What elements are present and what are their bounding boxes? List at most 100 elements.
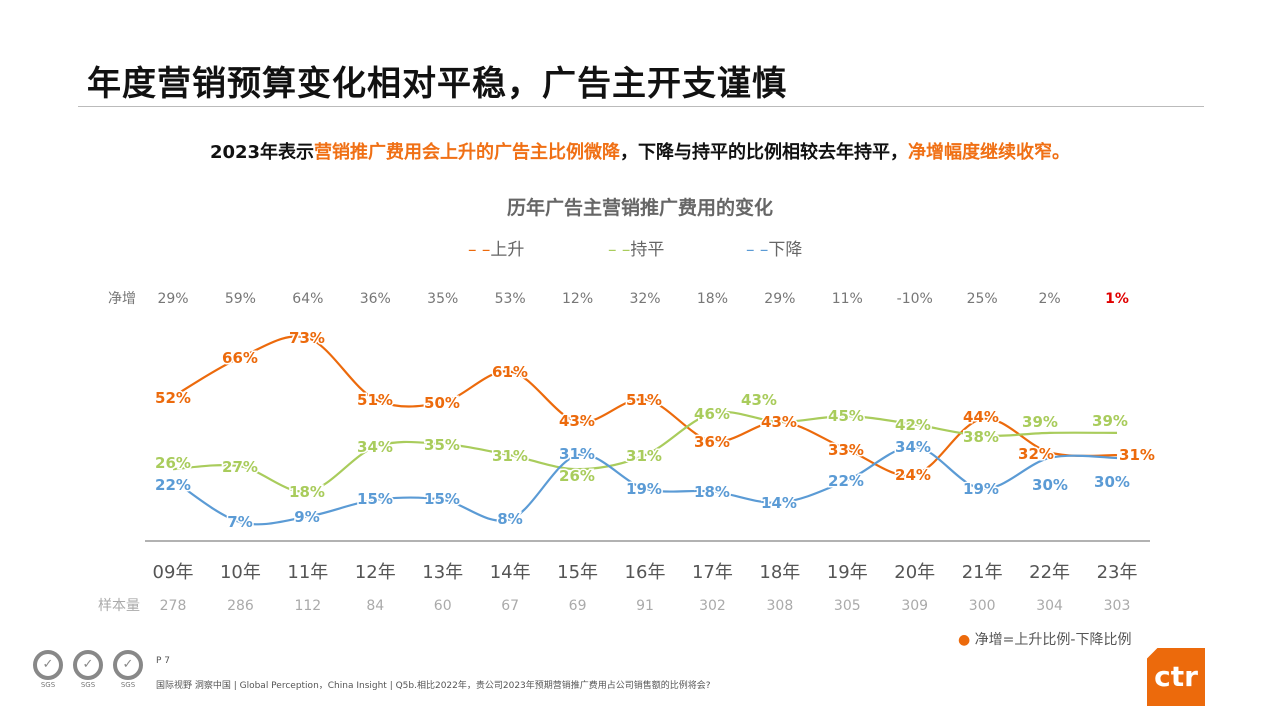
- data-label: 22%: [828, 472, 864, 490]
- x-tick-label: 21年: [962, 562, 1003, 583]
- data-label: 31%: [626, 447, 662, 465]
- data-label: 51%: [626, 391, 662, 409]
- x-tick-label: 10年: [220, 562, 261, 583]
- sample-size: 305: [834, 598, 861, 614]
- sample-size: 60: [434, 598, 452, 614]
- legend-line-icon: – –: [468, 240, 491, 260]
- legend-label: 上升: [490, 240, 525, 260]
- data-label: 31%: [1119, 446, 1155, 464]
- x-tick-label: 19年: [827, 562, 868, 583]
- subtitle-highlight: 净增幅度继续收窄。: [908, 142, 1071, 163]
- data-label: 46%: [694, 405, 730, 423]
- legend-line-icon: – –: [608, 240, 631, 260]
- data-label: 30%: [1032, 476, 1068, 494]
- sgs-badge: ✓ SGS: [110, 650, 146, 694]
- legend-label: 持平: [630, 240, 665, 260]
- sample-size: 303: [1104, 598, 1131, 614]
- sample-size: 302: [699, 598, 726, 614]
- net-note-text: 净增=上升比例-下降比例: [974, 632, 1132, 648]
- data-label: 7%: [227, 513, 252, 531]
- data-label: 43%: [761, 413, 797, 431]
- sample-size: 278: [160, 598, 187, 614]
- data-label: 51%: [357, 391, 393, 409]
- x-tick-label: 18年: [759, 562, 800, 583]
- net-value: 35%: [427, 291, 458, 307]
- data-label: 32%: [1018, 445, 1054, 463]
- x-tick-label: 23年: [1097, 562, 1138, 583]
- subtitle-highlight: 营销推广费用会上升的广告主比例微降: [314, 142, 621, 163]
- net-value: 29%: [157, 291, 188, 307]
- data-label: 14%: [761, 494, 797, 512]
- data-label: 33%: [828, 441, 864, 459]
- data-label: 73%: [289, 329, 325, 347]
- data-label: 9%: [294, 508, 319, 526]
- net-value: 2%: [1038, 291, 1060, 307]
- data-label: 15%: [424, 490, 460, 508]
- data-label: 34%: [895, 438, 931, 456]
- data-label: 19%: [963, 480, 999, 498]
- data-label: 44%: [963, 408, 999, 426]
- net-value: -10%: [897, 291, 933, 307]
- data-label: 22%: [155, 476, 191, 494]
- legend-line-icon: – –: [746, 240, 769, 260]
- data-label: 30%: [1094, 473, 1130, 491]
- data-label: 38%: [963, 428, 999, 446]
- data-label: 26%: [559, 467, 595, 485]
- bullet-icon: ●: [958, 632, 975, 648]
- data-label: 24%: [895, 466, 931, 484]
- net-value: 64%: [292, 291, 323, 307]
- page-title: 年度营销预算变化相对平稳，广告主开支谨慎: [87, 64, 787, 104]
- source-note: 国际视野 洞察中国 | Global Perception，China Insi…: [156, 681, 711, 691]
- sgs-badge: ✓ SGS: [70, 650, 106, 694]
- sample-size: 300: [969, 598, 996, 614]
- sample-label: 样本量: [98, 598, 140, 614]
- data-label: 36%: [694, 433, 730, 451]
- data-label: 27%: [222, 458, 258, 476]
- page-number: P 7: [156, 656, 171, 666]
- sample-size: 286: [227, 598, 254, 614]
- data-label: 35%: [424, 436, 460, 454]
- x-tick-label: 13年: [422, 562, 463, 583]
- title-divider: [78, 106, 1204, 107]
- x-tick-label: 17年: [692, 562, 733, 583]
- sgs-label: SGS: [80, 681, 96, 689]
- x-tick-label: 16年: [625, 562, 666, 583]
- net-value: 25%: [967, 291, 998, 307]
- legend-fall: – –下降: [746, 235, 802, 260]
- sample-size: 308: [767, 598, 794, 614]
- data-label: 18%: [289, 483, 325, 501]
- x-tick-label: 15年: [557, 562, 598, 583]
- data-label: 45%: [828, 407, 864, 425]
- data-label: 39%: [1022, 413, 1058, 431]
- data-label: 15%: [357, 490, 393, 508]
- series-line-1: [172, 410, 1118, 493]
- data-label: 19%: [626, 480, 662, 498]
- data-label: 66%: [222, 349, 258, 367]
- data-label: 18%: [694, 483, 730, 501]
- subtitle-text: 2023年表示: [209, 142, 315, 163]
- subtitle: 2023年表示营销推广费用会上升的广告主比例微降，下降与持平的比例相较去年持平，…: [0, 138, 1280, 164]
- sample-size: 112: [294, 598, 321, 614]
- sample-size: 84: [366, 598, 384, 614]
- ctr-logo: ctr: [1147, 648, 1205, 706]
- check-badge-icon: ✓: [113, 650, 143, 680]
- sample-size: 69: [569, 598, 587, 614]
- sgs-label: SGS: [120, 681, 136, 689]
- data-label: 43%: [559, 412, 595, 430]
- data-label: 43%: [741, 391, 777, 409]
- x-tick-label: 11年: [287, 562, 328, 583]
- data-label: 39%: [1092, 412, 1128, 430]
- sample-size: 67: [501, 598, 519, 614]
- net-value: 18%: [697, 291, 728, 307]
- subtitle-text: ，下降与持平的比例相较去年持平，: [620, 142, 909, 163]
- x-tick-label: 12年: [355, 562, 396, 583]
- x-tick-label: 14年: [490, 562, 531, 583]
- data-label: 31%: [492, 447, 528, 465]
- x-tick-label: 20年: [894, 562, 935, 583]
- x-tick-label: 09年: [153, 562, 194, 583]
- data-label: 61%: [492, 363, 528, 381]
- net-label: 净增: [108, 291, 136, 307]
- sample-size: 309: [901, 598, 928, 614]
- sgs-badge: ✓ SGS: [30, 650, 66, 694]
- series-line-0: [172, 335, 1118, 477]
